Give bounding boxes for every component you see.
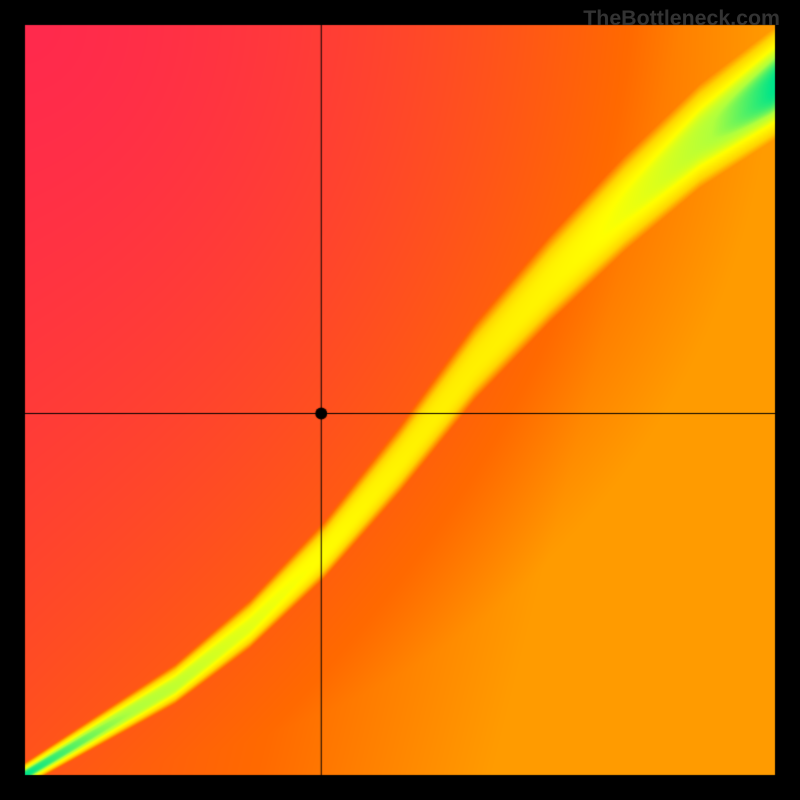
attribution-text: TheBottleneck.com (583, 6, 780, 31)
bottleneck-heatmap (0, 0, 800, 800)
